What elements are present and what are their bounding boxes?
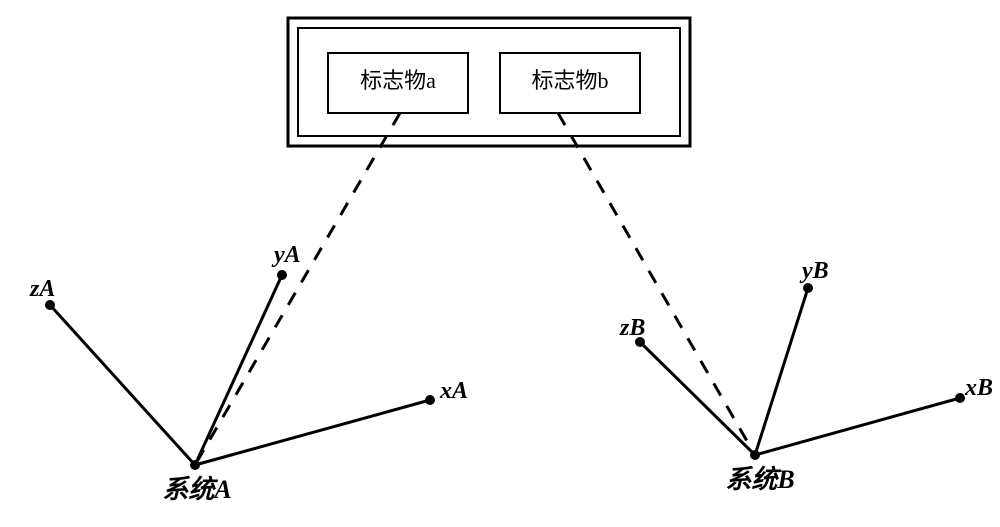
axis-A-y-endpoint	[277, 270, 287, 280]
origin-A	[190, 460, 200, 470]
sightline-a	[195, 113, 400, 465]
axis-A-z-label: zA	[29, 276, 55, 302]
axis-A-z	[50, 305, 195, 465]
axis-B-x	[755, 398, 960, 455]
marker-b-label: 标志物b	[531, 68, 608, 93]
axis-B-z	[640, 342, 755, 455]
axis-A-x-endpoint	[425, 395, 435, 405]
axis-A-x-label: xA	[439, 378, 468, 404]
origin-B	[750, 450, 760, 460]
axis-B-z-label: zB	[619, 315, 645, 341]
axis-B-x-endpoint	[955, 393, 965, 403]
sightline-b	[558, 113, 755, 455]
marker-panel-inner	[298, 28, 680, 136]
system-A-label: 系统A	[162, 475, 231, 504]
diagram-canvas: 标志物a 标志物b xA yA zA 系统A xB yB zB 系统B	[0, 0, 1000, 527]
axis-A-y-label: yA	[271, 242, 301, 268]
axis-A-y	[195, 275, 282, 465]
axis-B-y-label: yB	[799, 258, 829, 284]
axis-B-y	[755, 288, 808, 455]
axis-B-x-label: xB	[964, 375, 993, 401]
system-B-label: 系统B	[725, 465, 794, 494]
marker-panel-outer	[288, 18, 690, 146]
marker-a-label: 标志物a	[360, 68, 436, 93]
axis-A-x	[195, 400, 430, 465]
axis-B-y-endpoint	[803, 283, 813, 293]
